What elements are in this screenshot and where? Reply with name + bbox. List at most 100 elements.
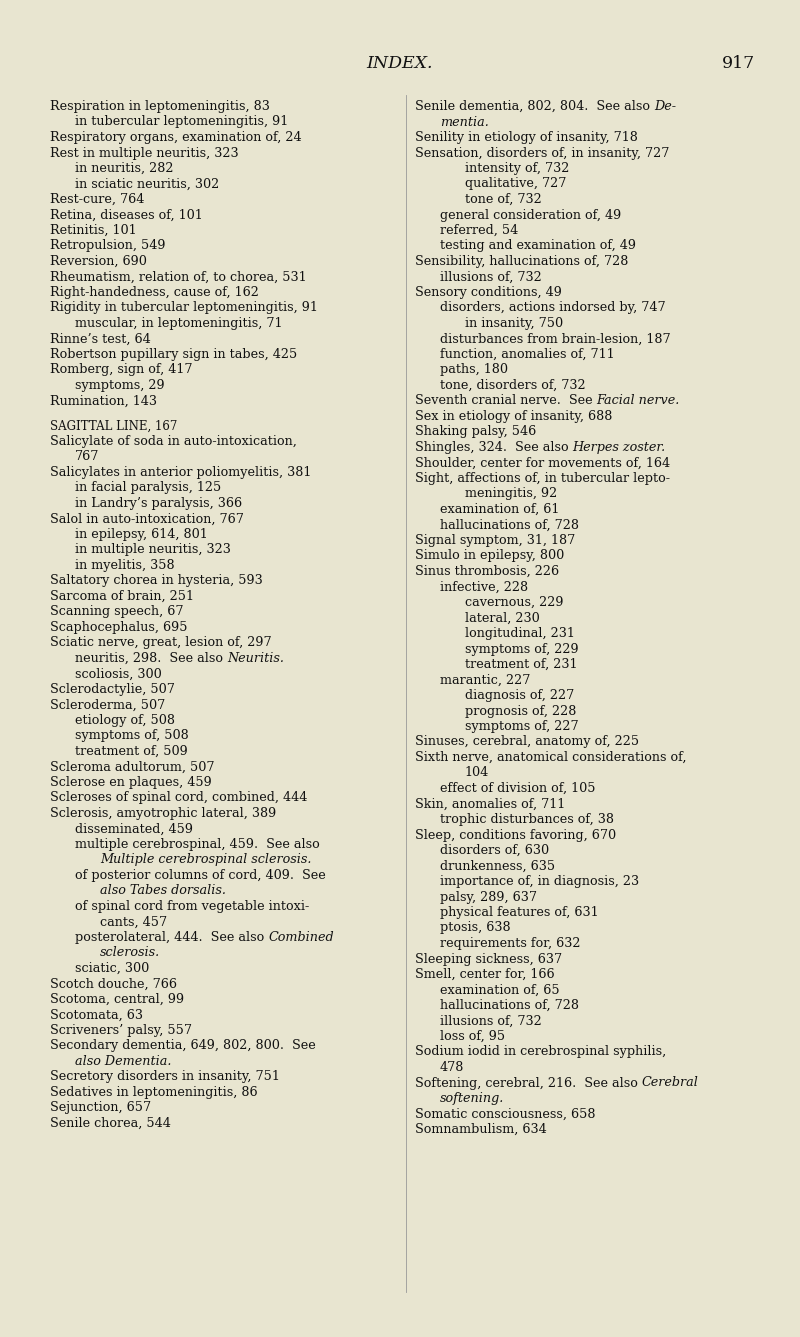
Text: Sensory conditions, 49: Sensory conditions, 49 xyxy=(415,286,562,299)
Text: Sejunction, 657: Sejunction, 657 xyxy=(50,1102,151,1114)
Text: in neuritis, 282: in neuritis, 282 xyxy=(75,162,174,175)
Text: Secretory disorders in insanity, 751: Secretory disorders in insanity, 751 xyxy=(50,1071,280,1083)
Text: meningitis, 92: meningitis, 92 xyxy=(465,488,558,500)
Text: De-: De- xyxy=(654,100,676,114)
Text: Sclerodactylie, 507: Sclerodactylie, 507 xyxy=(50,683,175,695)
Text: Retinitis, 101: Retinitis, 101 xyxy=(50,225,137,237)
Text: hallucinations of, 728: hallucinations of, 728 xyxy=(440,519,579,532)
Text: Retina, diseases of, 101: Retina, diseases of, 101 xyxy=(50,209,202,222)
Text: intensity of, 732: intensity of, 732 xyxy=(465,162,570,175)
Text: Robertson pupillary sign in tabes, 425: Robertson pupillary sign in tabes, 425 xyxy=(50,348,298,361)
Text: in epilepsy, 614, 801: in epilepsy, 614, 801 xyxy=(75,528,208,540)
Text: lateral, 230: lateral, 230 xyxy=(465,611,540,624)
Text: Sclerose en plaques, 459: Sclerose en plaques, 459 xyxy=(50,775,212,789)
Text: disseminated, 459: disseminated, 459 xyxy=(75,822,193,836)
Text: prognosis of, 228: prognosis of, 228 xyxy=(465,705,576,718)
Text: Scleroma adultorum, 507: Scleroma adultorum, 507 xyxy=(50,761,214,773)
Text: in multiple neuritis, 323: in multiple neuritis, 323 xyxy=(75,543,231,556)
Text: tone of, 732: tone of, 732 xyxy=(465,193,542,206)
Text: Scotomata, 63: Scotomata, 63 xyxy=(50,1008,143,1021)
Text: Shaking palsy, 546: Shaking palsy, 546 xyxy=(415,425,536,439)
Text: Simulo in epilepsy, 800: Simulo in epilepsy, 800 xyxy=(415,550,564,563)
Text: Rumination, 143: Rumination, 143 xyxy=(50,394,157,408)
Text: posterolateral, 444.  See also: posterolateral, 444. See also xyxy=(75,931,268,944)
Text: Sciatic nerve, great, lesion of, 297: Sciatic nerve, great, lesion of, 297 xyxy=(50,636,272,650)
Text: Shingles, 324.  See also: Shingles, 324. See also xyxy=(415,441,573,455)
Text: scoliosis, 300: scoliosis, 300 xyxy=(75,667,162,681)
Text: disorders of, 630: disorders of, 630 xyxy=(440,844,549,857)
Text: testing and examination of, 49: testing and examination of, 49 xyxy=(440,239,636,253)
Text: Sex in etiology of insanity, 688: Sex in etiology of insanity, 688 xyxy=(415,410,612,422)
Text: Combined: Combined xyxy=(268,931,334,944)
Text: Sight, affections of, in tubercular lepto-: Sight, affections of, in tubercular lept… xyxy=(415,472,670,485)
Text: physical features of, 631: physical features of, 631 xyxy=(440,906,598,919)
Text: sclerosis.: sclerosis. xyxy=(100,947,160,960)
Text: Sodium iodid in cerebrospinal syphilis,: Sodium iodid in cerebrospinal syphilis, xyxy=(415,1046,666,1059)
Text: general consideration of, 49: general consideration of, 49 xyxy=(440,209,622,222)
Text: Rheumatism, relation of, to chorea, 531: Rheumatism, relation of, to chorea, 531 xyxy=(50,270,306,283)
Text: cants, 457: cants, 457 xyxy=(100,916,167,928)
Text: trophic disturbances of, 38: trophic disturbances of, 38 xyxy=(440,813,614,826)
Text: disturbances from brain-lesion, 187: disturbances from brain-lesion, 187 xyxy=(440,333,670,345)
Text: drunkenness, 635: drunkenness, 635 xyxy=(440,860,555,873)
Text: referred, 54: referred, 54 xyxy=(440,225,518,237)
Text: Rest-cure, 764: Rest-cure, 764 xyxy=(50,193,144,206)
Text: Saltatory chorea in hysteria, 593: Saltatory chorea in hysteria, 593 xyxy=(50,575,262,587)
Text: Scanning speech, 67: Scanning speech, 67 xyxy=(50,606,183,618)
Text: 767: 767 xyxy=(75,451,99,464)
Text: 104: 104 xyxy=(465,766,490,779)
Text: Shoulder, center for movements of, 164: Shoulder, center for movements of, 164 xyxy=(415,456,670,469)
Text: symptoms of, 227: symptoms of, 227 xyxy=(465,721,578,733)
Text: symptoms of, 508: symptoms of, 508 xyxy=(75,729,189,742)
Text: of posterior columns of cord, 409.  See: of posterior columns of cord, 409. See xyxy=(75,869,326,882)
Text: hallucinations of, 728: hallucinations of, 728 xyxy=(440,999,579,1012)
Text: Rigidity in tubercular leptomeningitis, 91: Rigidity in tubercular leptomeningitis, … xyxy=(50,302,318,314)
Text: Herpes zoster.: Herpes zoster. xyxy=(573,441,666,455)
Text: muscular, in leptomeningitis, 71: muscular, in leptomeningitis, 71 xyxy=(75,317,282,330)
Text: also Dementia.: also Dementia. xyxy=(75,1055,171,1068)
Text: Facial nerve.: Facial nerve. xyxy=(597,394,680,408)
Text: in facial paralysis, 125: in facial paralysis, 125 xyxy=(75,481,222,495)
Text: illusions of, 732: illusions of, 732 xyxy=(440,1015,542,1028)
Text: treatment of, 231: treatment of, 231 xyxy=(465,658,578,671)
Text: disorders, actions indorsed by, 747: disorders, actions indorsed by, 747 xyxy=(440,302,666,314)
Text: in tubercular leptomeningitis, 91: in tubercular leptomeningitis, 91 xyxy=(75,115,288,128)
Text: Reversion, 690: Reversion, 690 xyxy=(50,255,147,267)
Text: Sensation, disorders of, in insanity, 727: Sensation, disorders of, in insanity, 72… xyxy=(415,147,670,159)
Text: symptoms, 29: symptoms, 29 xyxy=(75,378,165,392)
Text: Rinne’s test, 64: Rinne’s test, 64 xyxy=(50,333,150,345)
Text: Sarcoma of brain, 251: Sarcoma of brain, 251 xyxy=(50,590,194,603)
Text: Scleroses of spinal cord, combined, 444: Scleroses of spinal cord, combined, 444 xyxy=(50,792,307,805)
Text: Somatic consciousness, 658: Somatic consciousness, 658 xyxy=(415,1107,595,1120)
Text: paths, 180: paths, 180 xyxy=(440,364,508,377)
Text: ptosis, 638: ptosis, 638 xyxy=(440,921,510,935)
Text: Salicylates in anterior poliomyelitis, 381: Salicylates in anterior poliomyelitis, 3… xyxy=(50,465,311,479)
Text: Softening, cerebral, 216.  See also: Softening, cerebral, 216. See also xyxy=(415,1076,642,1090)
Text: function, anomalies of, 711: function, anomalies of, 711 xyxy=(440,348,614,361)
Text: Sinus thrombosis, 226: Sinus thrombosis, 226 xyxy=(415,566,559,578)
Text: Smell, center for, 166: Smell, center for, 166 xyxy=(415,968,554,981)
Text: SAGITTAL LINE, 167: SAGITTAL LINE, 167 xyxy=(50,420,178,432)
Text: cavernous, 229: cavernous, 229 xyxy=(465,596,563,608)
Text: Senility in etiology of insanity, 718: Senility in etiology of insanity, 718 xyxy=(415,131,638,144)
Text: Seventh cranial nerve.  See: Seventh cranial nerve. See xyxy=(415,394,597,408)
Text: Multiple cerebrospinal sclerosis.: Multiple cerebrospinal sclerosis. xyxy=(100,853,311,866)
Text: Senile chorea, 544: Senile chorea, 544 xyxy=(50,1116,171,1130)
Text: in Landry’s paralysis, 366: in Landry’s paralysis, 366 xyxy=(75,497,242,509)
Text: Scotoma, central, 99: Scotoma, central, 99 xyxy=(50,993,184,1005)
Text: Scaphocephalus, 695: Scaphocephalus, 695 xyxy=(50,620,187,634)
Text: Respiratory organs, examination of, 24: Respiratory organs, examination of, 24 xyxy=(50,131,302,144)
Text: treatment of, 509: treatment of, 509 xyxy=(75,745,188,758)
Text: Sensibility, hallucinations of, 728: Sensibility, hallucinations of, 728 xyxy=(415,255,628,267)
Text: softening.: softening. xyxy=(440,1092,504,1104)
Text: Cerebral: Cerebral xyxy=(642,1076,698,1090)
Text: diagnosis of, 227: diagnosis of, 227 xyxy=(465,689,574,702)
Text: etiology of, 508: etiology of, 508 xyxy=(75,714,175,727)
Text: Sleep, conditions favoring, 670: Sleep, conditions favoring, 670 xyxy=(415,829,616,841)
Text: importance of, in diagnosis, 23: importance of, in diagnosis, 23 xyxy=(440,874,639,888)
Text: in sciatic neuritis, 302: in sciatic neuritis, 302 xyxy=(75,178,219,190)
Text: Salol in auto-intoxication, 767: Salol in auto-intoxication, 767 xyxy=(50,512,244,525)
Text: Secondary dementia, 649, 802, 800.  See: Secondary dementia, 649, 802, 800. See xyxy=(50,1039,316,1052)
Text: also Tabes dorsalis.: also Tabes dorsalis. xyxy=(100,884,226,897)
Text: tone, disorders of, 732: tone, disorders of, 732 xyxy=(440,378,586,392)
